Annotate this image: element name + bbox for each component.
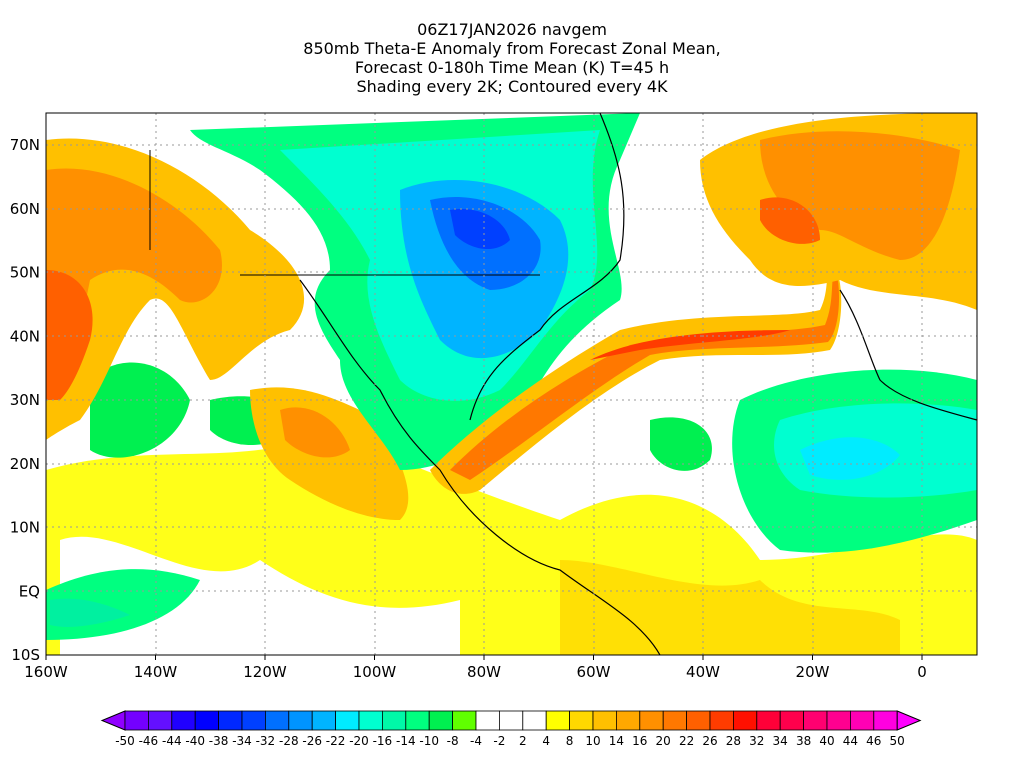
colorbar-label: -44: [162, 734, 182, 748]
colorbar-swatch: [850, 710, 875, 731]
shaded-field: [46, 113, 977, 655]
lat-label: 10N: [10, 519, 40, 537]
colorbar-swatch: [873, 710, 898, 731]
colorbar-swatch: [686, 710, 711, 731]
colorbar-label: -10: [419, 734, 439, 748]
lon-label: 140W: [134, 663, 178, 681]
colorbar-label: -14: [396, 734, 416, 748]
colorbar-label: 40: [819, 734, 834, 748]
colorbar-swatch: [311, 710, 337, 731]
colorbar-label: -16: [373, 734, 393, 748]
lon-label: 60W: [577, 663, 611, 681]
longitude-labels: 160W 140W 120W 100W 80W 60W 40W 20W 0: [24, 655, 927, 681]
title-line-2: 850mb Theta-E Anomaly from Forecast Zona…: [303, 39, 721, 58]
colorbar-swatch: [592, 710, 617, 731]
lon-label: 100W: [353, 663, 397, 681]
colorbar-swatch: [639, 710, 664, 731]
lon-label: 40W: [686, 663, 720, 681]
colorbar-swatch: [616, 710, 641, 731]
colorbar-label: -46: [139, 734, 159, 748]
plot-title: 06Z17JAN2026 navgem 850mb Theta-E Anomal…: [0, 20, 1024, 96]
colorbar-swatch: [756, 710, 781, 731]
colorbar-swatch: [405, 710, 430, 731]
colorbar-label: 44: [843, 734, 858, 748]
colorbar-swatch: [124, 710, 149, 731]
colorbar-label: 34: [773, 734, 788, 748]
colorbar-swatch: [288, 710, 313, 731]
colorbar-swatch: [803, 710, 828, 731]
lat-label: EQ: [19, 582, 40, 600]
colorbar-label: -26: [302, 734, 322, 748]
latitude-labels: 70N 60N 50N 40N 30N 20N 10N EQ 10S: [10, 136, 40, 664]
colorbar-label: 26: [702, 734, 717, 748]
colorbar-label: -28: [279, 734, 299, 748]
lon-label: 160W: [24, 663, 68, 681]
colorbar-swatch: [779, 710, 805, 731]
colorbar-label: 22: [679, 734, 694, 748]
colorbar-swatch: [545, 710, 571, 731]
colorbar-swatch: [358, 710, 383, 731]
colorbar-label: 14: [609, 734, 624, 748]
gridlines: [46, 113, 977, 655]
colorbar-label: 10: [585, 734, 600, 748]
colorbar-swatch: [475, 710, 500, 731]
colorbar-label: 46: [866, 734, 881, 748]
lon-label: 80W: [467, 663, 501, 681]
colorbar-label: 8: [566, 734, 574, 748]
colorbar-swatch: [381, 710, 407, 731]
title-line-3: Forecast 0-180h Time Mean (K) T=45 h: [354, 58, 670, 77]
colorbar-label: 50: [890, 734, 905, 748]
lon-label: 20W: [796, 663, 830, 681]
colorbar-swatch: [569, 710, 594, 731]
colorbar-swatch: [498, 710, 524, 731]
colorbar: -50 -46 -44 -40 -38 -34 -32 -28 -26 -22 -20 -16 -14-…: [100, 710, 922, 748]
colorbar-swatch: [241, 710, 266, 731]
lat-label: 10S: [11, 646, 40, 664]
colorbar-label: 20: [656, 734, 671, 748]
map-frame: [45, 112, 978, 656]
lon-label: 0: [917, 663, 927, 681]
colorbar-label: 16: [632, 734, 647, 748]
colorbar-swatch: [709, 710, 734, 731]
colorbar-label: 38: [796, 734, 811, 748]
colorbar-label: -50: [115, 734, 135, 748]
colorbar-low-arrow: [100, 710, 126, 731]
colorbar-swatch: [171, 710, 196, 731]
lat-label: 50N: [10, 264, 40, 282]
colorbar-label: -4: [470, 734, 482, 748]
colorbar-swatch: [452, 710, 477, 731]
title-line-1: 06Z17JAN2026 navgem: [417, 20, 607, 39]
colorbar-label: -34: [232, 734, 252, 748]
colorbar-swatch: [428, 710, 454, 731]
colorbar-swatch: [826, 710, 851, 731]
lat-label: 30N: [10, 391, 40, 409]
colorbar-label: -38: [209, 734, 229, 748]
colorbar-swatch: [218, 710, 243, 731]
colorbar-label: 4: [542, 734, 550, 748]
colorbar-swatch: [522, 710, 547, 731]
title-line-4: Shading every 2K; Contoured every 4K: [356, 77, 668, 96]
colorbar-label: -32: [256, 734, 276, 748]
colorbar-label: -40: [185, 734, 205, 748]
colorbar-label: 2: [519, 734, 527, 748]
lat-label: 70N: [10, 136, 40, 154]
colorbar-label: -2: [493, 734, 505, 748]
colorbar-swatch: [733, 710, 758, 731]
colorbar-label: 32: [749, 734, 764, 748]
lat-label: 20N: [10, 455, 40, 473]
colorbar-label: 28: [726, 734, 741, 748]
colorbar-swatch: [147, 710, 173, 731]
colorbar-swatch: [662, 710, 688, 731]
colorbar-swatch: [194, 710, 219, 731]
colorbar-high-arrow: [896, 710, 922, 731]
colorbar-label: -20: [349, 734, 369, 748]
lat-label: 40N: [10, 327, 40, 345]
colorbar-swatch: [335, 710, 360, 731]
lat-label: 60N: [10, 200, 40, 218]
colorbar-label: -22: [326, 734, 346, 748]
colorbar-label: -8: [447, 734, 459, 748]
colorbar-swatch: [264, 710, 290, 731]
lon-label: 120W: [243, 663, 287, 681]
